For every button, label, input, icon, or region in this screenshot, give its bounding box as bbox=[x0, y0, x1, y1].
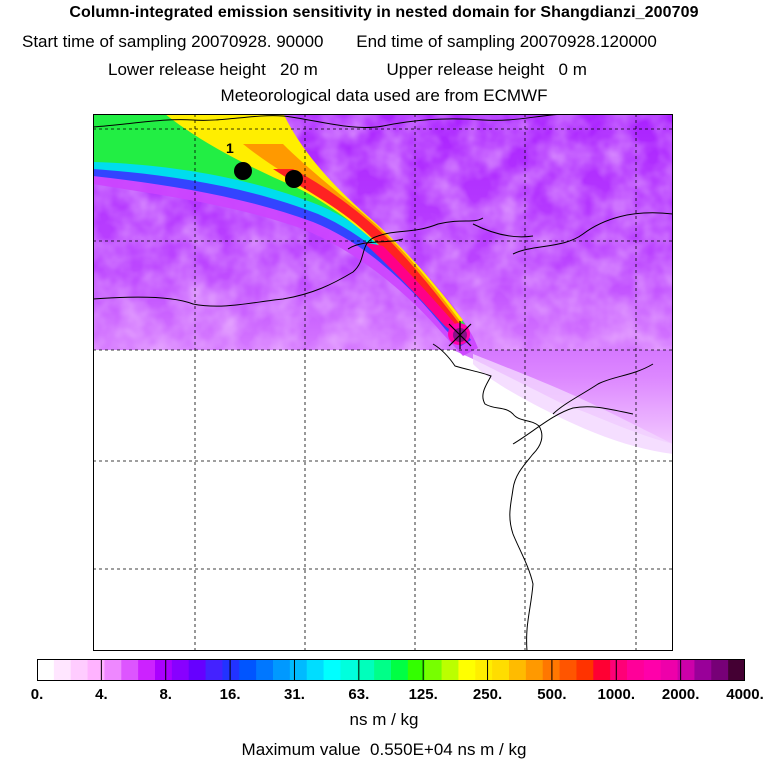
colorbar-tick-label: 31. bbox=[284, 686, 305, 703]
colorbar-cell bbox=[171, 659, 190, 681]
colorbar-tick-label: 63. bbox=[348, 686, 370, 703]
colorbar-cell bbox=[525, 659, 544, 681]
colorbar-cell bbox=[475, 659, 493, 681]
colorbar-cell bbox=[289, 659, 308, 681]
start-time-label: Start time of sampling bbox=[22, 32, 187, 51]
colorbar-tick-label: 4000. bbox=[726, 686, 764, 703]
colorbar-cell bbox=[492, 659, 510, 681]
plume-band-yellow bbox=[165, 114, 463, 326]
colorbar-cell bbox=[37, 659, 55, 681]
colorbar-cell bbox=[273, 659, 291, 681]
coastlines bbox=[93, 114, 673, 651]
colorbar-tick-label: 8. bbox=[159, 686, 172, 703]
colorbar-cell bbox=[424, 659, 443, 681]
upper-height-label: Upper release height bbox=[386, 60, 545, 79]
end-time-value: 20070928.120000 bbox=[519, 32, 657, 51]
colorbar-tick-label: 16. bbox=[219, 686, 241, 703]
colorbar-cell bbox=[357, 659, 375, 681]
colorbar-tick-label: 125. bbox=[408, 686, 438, 703]
max-label: Maximum value bbox=[241, 740, 361, 759]
colorbar-cell bbox=[627, 659, 645, 681]
colorbar-cell bbox=[222, 659, 240, 681]
colorbar-cell bbox=[660, 659, 679, 681]
max-units: ns m / kg bbox=[457, 740, 527, 759]
colorbar-tick-label: 4. bbox=[95, 686, 108, 703]
colorbar-cell bbox=[509, 659, 527, 681]
colorbar-cell bbox=[374, 659, 392, 681]
colorbar-cell bbox=[323, 659, 342, 681]
colorbar-cell bbox=[593, 659, 611, 681]
colorbar-cell bbox=[70, 659, 89, 681]
colorbar-cell bbox=[87, 659, 106, 681]
colorbar-cell bbox=[256, 659, 274, 681]
colorbar-cell bbox=[104, 659, 122, 681]
colorbar-cell bbox=[155, 659, 173, 681]
met-data-line: Meteorological data used are from ECMWF bbox=[220, 86, 548, 105]
colorbar-cell bbox=[458, 659, 476, 681]
sampling-time-line: Start time of sampling 20070928. 90000 E… bbox=[22, 32, 657, 52]
lower-height-label: Lower release height bbox=[108, 60, 266, 79]
colorbar-cell bbox=[694, 659, 712, 681]
colorbar-cell bbox=[188, 659, 207, 681]
colorbar-cell bbox=[239, 659, 257, 681]
colorbar-cell bbox=[340, 659, 358, 681]
max-value: 0.550E+04 bbox=[370, 740, 453, 759]
lat-lon-grid bbox=[93, 114, 673, 651]
colorbar-cell bbox=[138, 659, 156, 681]
colorbar-tick-label: 250. bbox=[472, 686, 503, 703]
colorbar-cell bbox=[711, 659, 729, 681]
colorbar-cell bbox=[407, 659, 426, 681]
plume-band-green bbox=[93, 114, 465, 329]
colorbar bbox=[37, 659, 745, 681]
colorbar-cell bbox=[643, 659, 662, 681]
lower-height-value: 20 m bbox=[280, 60, 318, 79]
cluster-centroid-1 bbox=[234, 162, 252, 180]
colorbar-tick-label: 2000. bbox=[661, 686, 700, 703]
cluster-label: 1 bbox=[226, 140, 234, 156]
colorbar-cell bbox=[205, 659, 224, 681]
colorbar-cell bbox=[391, 659, 409, 681]
colorbar-cell bbox=[306, 659, 325, 681]
cluster-centroid-2 bbox=[285, 170, 303, 188]
colorbar-tick-label: 500. bbox=[537, 686, 567, 703]
plot-title: Column-integrated emission sensitivity i… bbox=[69, 4, 699, 21]
maximum-value-line: Maximum value 0.550E+04 ns m / kg bbox=[0, 740, 768, 760]
colorbar-units: ns m / kg bbox=[349, 710, 419, 729]
upper-height-value: 0 m bbox=[558, 60, 587, 79]
faint-field-east bbox=[473, 354, 673, 454]
start-time-value: 20070928. 90000 bbox=[191, 32, 324, 51]
end-time-label: End time of sampling bbox=[356, 32, 515, 51]
release-site-marker bbox=[448, 321, 472, 349]
colorbar-cell bbox=[53, 659, 72, 681]
colorbar-cell bbox=[610, 659, 628, 681]
colorbar-cell bbox=[677, 659, 696, 681]
colorbar-cell bbox=[121, 659, 139, 681]
colorbar-tick-label: 0. bbox=[30, 686, 44, 703]
colorbar-cell bbox=[728, 659, 745, 681]
map-frame bbox=[93, 114, 673, 651]
plume-band-pink bbox=[363, 242, 457, 332]
colorbar-cell bbox=[559, 659, 578, 681]
colorbar-cell bbox=[441, 659, 460, 681]
colorbar-cell bbox=[576, 659, 594, 681]
colorbar-tick-label: 1000. bbox=[597, 686, 636, 703]
sensitivity-map: 1 bbox=[93, 114, 673, 651]
release-height-line: Lower release height 20 m Upper release … bbox=[108, 60, 587, 80]
